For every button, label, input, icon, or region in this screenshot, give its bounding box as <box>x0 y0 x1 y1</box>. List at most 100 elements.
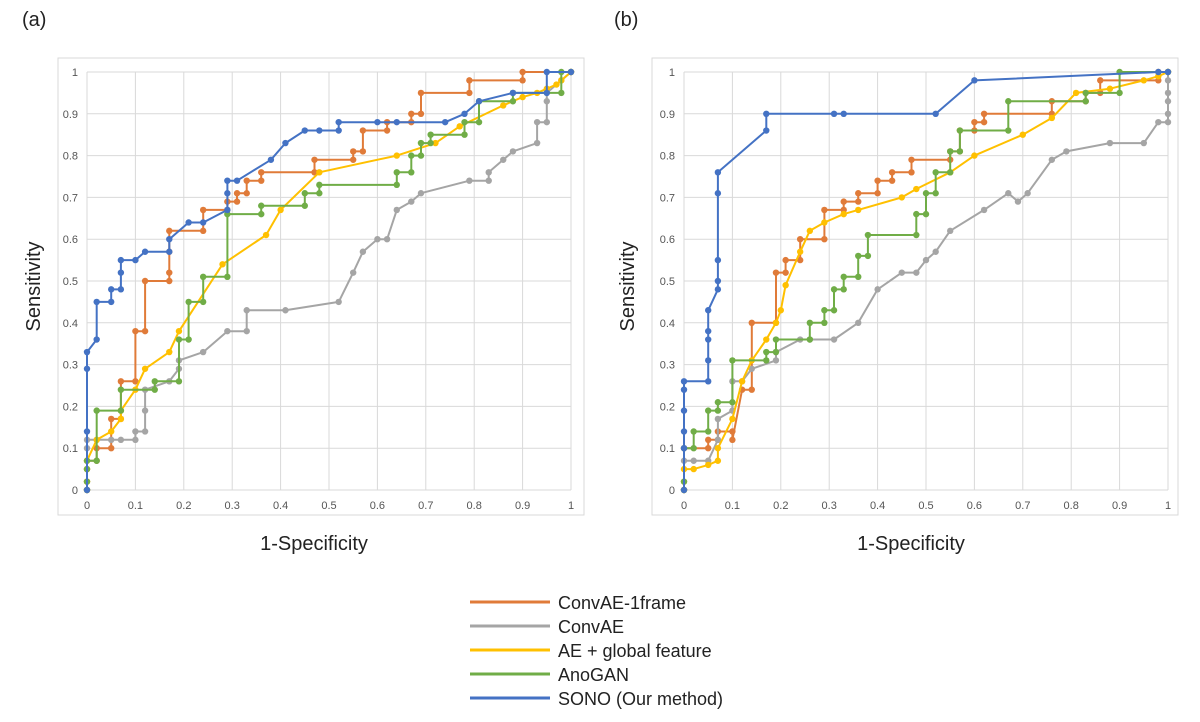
data-point <box>108 415 115 423</box>
data-point <box>705 327 712 335</box>
data-point <box>132 327 139 335</box>
data-point <box>782 269 789 276</box>
data-point <box>714 415 722 423</box>
data-point <box>199 227 207 235</box>
data-point <box>166 227 173 235</box>
data-point <box>475 98 483 105</box>
data-point <box>748 386 755 393</box>
data-point <box>350 148 357 155</box>
data-point <box>132 378 139 385</box>
data-point <box>971 118 978 126</box>
data-point <box>840 198 847 205</box>
data-point <box>705 378 712 385</box>
x-tick-label: 0.3 <box>225 500 240 512</box>
data-point <box>1155 68 1162 76</box>
data-point <box>680 386 688 393</box>
data-point <box>408 152 415 159</box>
data-point <box>763 348 770 356</box>
data-point <box>108 428 115 435</box>
data-point <box>567 68 575 76</box>
y-tick-label: 0.4 <box>660 318 675 330</box>
data-point <box>1024 190 1031 197</box>
data-point <box>117 269 125 276</box>
data-point <box>806 319 814 326</box>
data-point <box>1106 85 1114 92</box>
data-point <box>1072 89 1080 97</box>
legend-item: SONO (Our method) <box>470 689 723 709</box>
data-point <box>350 269 357 276</box>
data-point <box>466 89 473 97</box>
data-point <box>509 98 517 105</box>
data-point <box>175 327 183 335</box>
y-tick-label: 0.5 <box>660 276 675 288</box>
x-axis-title: 1-Specificity <box>857 533 965 555</box>
data-point <box>441 118 449 126</box>
legend: ConvAE-1frame ConvAE AE + global feature An… <box>470 593 723 709</box>
series-convae-1frame <box>83 68 575 494</box>
data-point <box>243 307 250 314</box>
plot-frame <box>651 57 1179 516</box>
y-tick-label: 0.3 <box>660 360 675 372</box>
x-tick-label: 1 <box>1165 500 1171 512</box>
data-point <box>141 327 149 335</box>
data-point <box>855 198 862 205</box>
data-point <box>543 89 550 97</box>
data-point <box>519 77 526 84</box>
data-point <box>714 457 722 464</box>
data-point <box>922 210 930 218</box>
data-point <box>108 436 115 444</box>
data-point <box>714 256 722 264</box>
x-axis-title: 1-Specificity <box>260 533 368 555</box>
data-point <box>141 407 149 414</box>
data-point <box>705 461 712 469</box>
data-point <box>175 336 183 343</box>
data-point <box>796 248 804 255</box>
data-point <box>485 177 492 184</box>
data-point <box>888 169 896 176</box>
data-point <box>1164 68 1172 76</box>
data-point <box>680 428 688 435</box>
data-point <box>117 407 125 414</box>
data-point <box>500 102 507 109</box>
data-point <box>282 139 289 147</box>
data-point <box>1005 127 1012 134</box>
legend-label: SONO (Our method) <box>558 689 723 709</box>
data-point <box>705 336 712 343</box>
series-line <box>683 71 1168 490</box>
data-point <box>417 89 425 97</box>
data-point <box>316 181 323 189</box>
data-point <box>980 110 988 118</box>
series-line <box>683 71 1168 490</box>
data-point <box>224 206 231 214</box>
data-point <box>151 386 158 393</box>
data-point <box>1164 89 1172 97</box>
data-point <box>393 169 400 176</box>
data-point <box>393 206 400 214</box>
data-point <box>821 219 828 226</box>
data-point <box>108 286 115 293</box>
data-point <box>132 428 139 435</box>
y-tick-label: 0.9 <box>660 109 675 121</box>
data-point <box>533 139 541 147</box>
data-point <box>1140 139 1148 147</box>
data-point <box>830 286 838 293</box>
data-point <box>558 89 565 97</box>
data-point <box>714 190 722 197</box>
data-point <box>680 486 688 494</box>
data-point <box>956 148 964 155</box>
data-point <box>185 298 192 306</box>
series-anogan <box>680 68 1172 494</box>
data-point <box>108 298 115 306</box>
data-point <box>729 436 736 444</box>
y-tick-label: 1 <box>669 67 675 79</box>
data-point <box>782 281 789 289</box>
data-point <box>335 118 342 126</box>
data-point <box>258 210 265 218</box>
x-tick-label: 0.5 <box>321 500 336 512</box>
data-point <box>705 357 712 364</box>
data-point <box>132 436 139 444</box>
data-point <box>543 68 550 76</box>
data-point <box>874 286 881 293</box>
data-point <box>224 190 231 197</box>
data-point <box>117 415 125 423</box>
